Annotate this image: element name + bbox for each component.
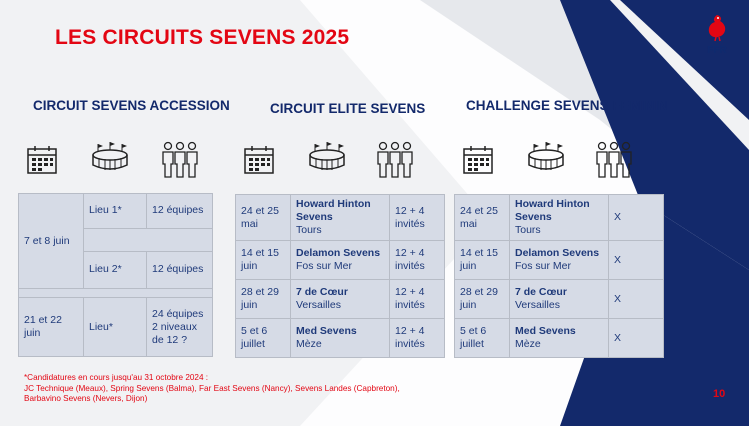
equipes-cell: 24 équipes 2 niveaux de 12 ? — [146, 297, 213, 357]
team-icon — [160, 141, 200, 184]
ffr-logo: FFR — [700, 12, 734, 56]
page-title: LES CIRCUITS SEVENS 2025 — [55, 26, 350, 49]
date-cell: 28 et 29 juin — [454, 279, 510, 319]
date-cell: 21 et 22 juin — [18, 297, 84, 357]
spacer-cell — [18, 288, 213, 298]
event-city: Mèze — [296, 338, 322, 350]
table-row: 14 et 15 juin Delamon Sevens Fos sur Mer X — [454, 240, 664, 280]
event-cell: Med Sevens Mèze — [290, 318, 390, 358]
lieu-cell: Lieu 2* — [83, 250, 147, 290]
calendar-icon — [462, 145, 494, 180]
table-row: 5 et 6 juillet Med Sevens Mèze X — [454, 318, 664, 358]
rooster-icon — [708, 15, 726, 42]
mark-cell: X — [608, 279, 664, 319]
event-city: Mèze — [515, 338, 541, 350]
calendar-icon — [243, 145, 275, 180]
date-cell: 24 et 25 mai — [454, 194, 510, 241]
team-icon — [375, 141, 415, 184]
table-row: 7 et 8 juin Lieu 1* 12 équipes — [18, 193, 213, 289]
table-row: 28 et 29 juin 7 de Cœur Versailles X — [454, 279, 664, 319]
event-city: Fos sur Mer — [296, 260, 353, 272]
event-cell: 7 de Cœur Versailles — [509, 279, 609, 319]
date-cell: 24 et 25 mai — [235, 194, 291, 241]
event-cell: Howard Hinton Sevens Tours — [290, 194, 390, 241]
event-cell: Delamon Sevens Fos sur Mer — [290, 240, 390, 280]
feminin-table: 24 et 25 mai Howard Hinton Sevens Tours X 14… — [454, 194, 664, 358]
footnote-line: Barbavino Sevens (Nevers, Dijon) — [24, 394, 148, 403]
table-row: 14 et 15 juin Delamon Sevens Fos sur Mer 12… — [235, 240, 445, 280]
teams-cell: 12 + 4 invités — [389, 279, 445, 319]
event-name: Howard Hinton Sevens — [296, 198, 371, 223]
table-row: 24 et 25 mai Howard Hinton Sevens Tours 12 … — [235, 194, 445, 241]
date-cell: 7 et 8 juin — [18, 193, 84, 289]
event-name: 7 de Cœur — [296, 286, 348, 298]
event-city: Fos sur Mer — [515, 260, 572, 272]
accession-table: 7 et 8 juin Lieu 1* 12 équipes Lieu 2* 1… — [18, 193, 213, 357]
event-cell: Med Sevens Mèze — [509, 318, 609, 358]
event-name: Howard Hinton Sevens — [515, 198, 590, 223]
stadium-icon — [526, 141, 566, 178]
event-name: Med Sevens — [515, 325, 576, 337]
table-row: 21 et 22 juin Lieu* 24 équipes 2 niveaux… — [18, 297, 213, 357]
team-icon — [594, 141, 634, 184]
table-row: 5 et 6 juillet Med Sevens Mèze 12 + 4 invit… — [235, 318, 445, 358]
footnote-line: *Candidatures en cours jusqu'au 31 octob… — [24, 373, 209, 382]
mark-cell: X — [608, 194, 664, 241]
section-title-accession: CIRCUIT SEVENS ACCESSION — [33, 98, 230, 113]
table-row: 28 et 29 juin 7 de Cœur Versailles 12 + 4 i… — [235, 279, 445, 319]
date-cell: 5 et 6 juillet — [454, 318, 510, 358]
event-city: Tours — [515, 224, 541, 236]
event-city: Versailles — [296, 299, 341, 311]
date-cell: 14 et 15 juin — [235, 240, 291, 280]
table-row: 24 et 25 mai Howard Hinton Sevens Tours X — [454, 194, 664, 241]
date-cell: 14 et 15 juin — [454, 240, 510, 280]
teams-cell: 12 + 4 invités — [389, 318, 445, 358]
lieu-cell: Lieu* — [83, 297, 147, 357]
event-name: 7 de Cœur — [515, 286, 567, 298]
lieu-cell: Lieu 1* — [83, 193, 147, 229]
event-cell: Howard Hinton Sevens Tours — [509, 194, 609, 241]
table-row — [18, 288, 213, 298]
footnote: *Candidatures en cours jusqu'au 31 octob… — [24, 373, 400, 405]
calendar-icon — [26, 145, 58, 180]
table-row — [19, 227, 213, 252]
event-cell: 7 de Cœur Versailles — [290, 279, 390, 319]
teams-cell: 12 + 4 invités — [389, 240, 445, 280]
date-cell: 5 et 6 juillet — [235, 318, 291, 358]
footnote-line: JC Technique (Meaux), Spring Sevens (Bal… — [24, 383, 400, 393]
section-title-feminin: CHALLENGE SEVENS FEMININ — [466, 98, 668, 113]
table-row: Lieu 2* 12 équipes — [19, 250, 213, 290]
event-city: Versailles — [515, 299, 560, 311]
mark-cell: X — [608, 318, 664, 358]
event-name: Delamon Sevens — [515, 247, 600, 259]
stadium-icon — [307, 141, 347, 178]
mark-cell: X — [608, 240, 664, 280]
equipes-cell: 12 équipes — [146, 250, 213, 290]
page-number: 10 — [713, 388, 726, 400]
stadium-icon — [90, 141, 130, 178]
section-title-elite: CIRCUIT ELITE SEVENS — [270, 101, 426, 116]
elite-table: 24 et 25 mai Howard Hinton Sevens Tours 12 … — [235, 194, 445, 358]
date-cell: 28 et 29 juin — [235, 279, 291, 319]
event-name: Med Sevens — [296, 325, 357, 337]
event-name: Delamon Sevens — [296, 247, 381, 259]
event-cell: Delamon Sevens Fos sur Mer — [509, 240, 609, 280]
event-city: Tours — [296, 224, 322, 236]
teams-cell: 12 + 4 invités — [389, 194, 445, 241]
spacer-cell — [83, 227, 213, 252]
logo-text: FFR — [707, 45, 727, 56]
equipes-cell: 12 équipes — [146, 193, 213, 229]
